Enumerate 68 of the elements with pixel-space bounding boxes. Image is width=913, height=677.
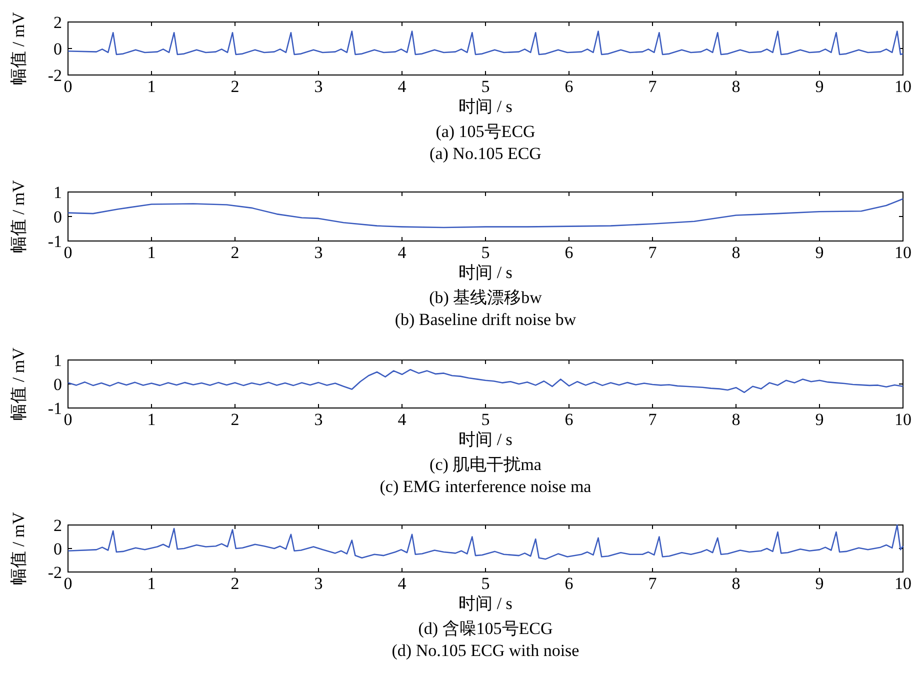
- x-tick-label: 9: [815, 574, 824, 593]
- x-axis-title: 时间 / s: [458, 430, 512, 449]
- x-axis-title: 时间 / s: [458, 263, 512, 282]
- x-tick-label: 10: [894, 243, 912, 262]
- x-tick-label: 9: [815, 410, 824, 429]
- x-tick-label: 6: [564, 410, 574, 429]
- x-tick-label: 7: [648, 410, 658, 429]
- y-tick-label: 1: [54, 183, 62, 202]
- y-axis-title: 幅值 / mV: [9, 179, 28, 253]
- y-tick-label: 1: [54, 351, 62, 370]
- y-axis-title: 幅值 / mV: [9, 511, 28, 585]
- x-tick-label: 5: [481, 574, 490, 593]
- x-tick-label: 5: [481, 410, 490, 429]
- y-tick-label: 0: [54, 375, 62, 394]
- x-tick-label: 8: [732, 243, 740, 262]
- x-tick-label: 10: [894, 574, 912, 593]
- x-tick-label: 3: [314, 77, 323, 96]
- y-tick-label: -2: [48, 563, 62, 582]
- text: (b) Baseline drift noise bw: [394, 310, 577, 329]
- text: (c) EMG interference noise ma: [380, 477, 592, 496]
- x-tick-label: 2: [230, 243, 240, 262]
- y-tick-label: 0: [54, 208, 62, 226]
- text: (c) 肌电干扰ma: [430, 455, 542, 474]
- y-tick-label: -1: [48, 399, 62, 418]
- x-tick-label: 2: [230, 77, 240, 96]
- x-tick-label: 2: [230, 574, 240, 593]
- x-tick-label: 6: [564, 77, 574, 96]
- x-tick-label: 6: [564, 574, 574, 593]
- text: (d) No.105 ECG with noise: [392, 641, 580, 660]
- x-tick-label: 8: [732, 574, 740, 593]
- y-axis-title: 幅值 / mV: [9, 11, 28, 85]
- x-tick-label: 1: [147, 574, 156, 593]
- x-tick-label: 7: [648, 77, 658, 96]
- x-tick-label: 3: [314, 410, 323, 429]
- x-tick-label: 6: [564, 243, 574, 262]
- y-tick-label: -1: [48, 232, 62, 251]
- text: (a) 105号ECG: [436, 122, 536, 141]
- y-tick-label: 2: [54, 13, 62, 32]
- x-tick-label: 4: [398, 243, 407, 262]
- x-tick-label: 8: [732, 77, 740, 96]
- x-tick-label: 10: [894, 410, 912, 429]
- text: (d) 含噪105号ECG: [418, 619, 553, 638]
- x-tick-label: 5: [481, 243, 490, 262]
- x-axis-title: 时间 / s: [458, 594, 512, 613]
- y-axis-title: 幅值 / mV: [9, 346, 28, 420]
- x-tick-label: 8: [732, 410, 740, 429]
- x-tick-label: 2: [230, 410, 240, 429]
- x-tick-label: 10: [894, 77, 912, 96]
- y-tick-label: 2: [54, 516, 62, 535]
- x-tick-label: 4: [398, 410, 407, 429]
- text: (b) 基线漂移bw: [429, 288, 543, 307]
- x-tick-label: 7: [648, 243, 658, 262]
- x-axis-title: 时间 / s: [458, 97, 512, 116]
- y-tick-label: 0: [54, 540, 62, 558]
- x-tick-label: 1: [147, 243, 156, 262]
- x-tick-label: 1: [147, 410, 156, 429]
- y-tick-label: -2: [48, 66, 62, 85]
- x-tick-label: 5: [481, 77, 490, 96]
- x-tick-label: 7: [648, 574, 658, 593]
- text: (a) No.105 ECG: [430, 144, 542, 163]
- x-tick-label: 4: [398, 77, 407, 96]
- x-tick-label: 4: [398, 574, 407, 593]
- y-tick-label: 0: [54, 40, 62, 58]
- x-tick-label: 3: [314, 243, 323, 262]
- x-tick-label: 1: [147, 77, 156, 96]
- x-tick-label: 9: [815, 77, 824, 96]
- x-tick-label: 9: [815, 243, 824, 262]
- x-tick-label: 3: [314, 574, 323, 593]
